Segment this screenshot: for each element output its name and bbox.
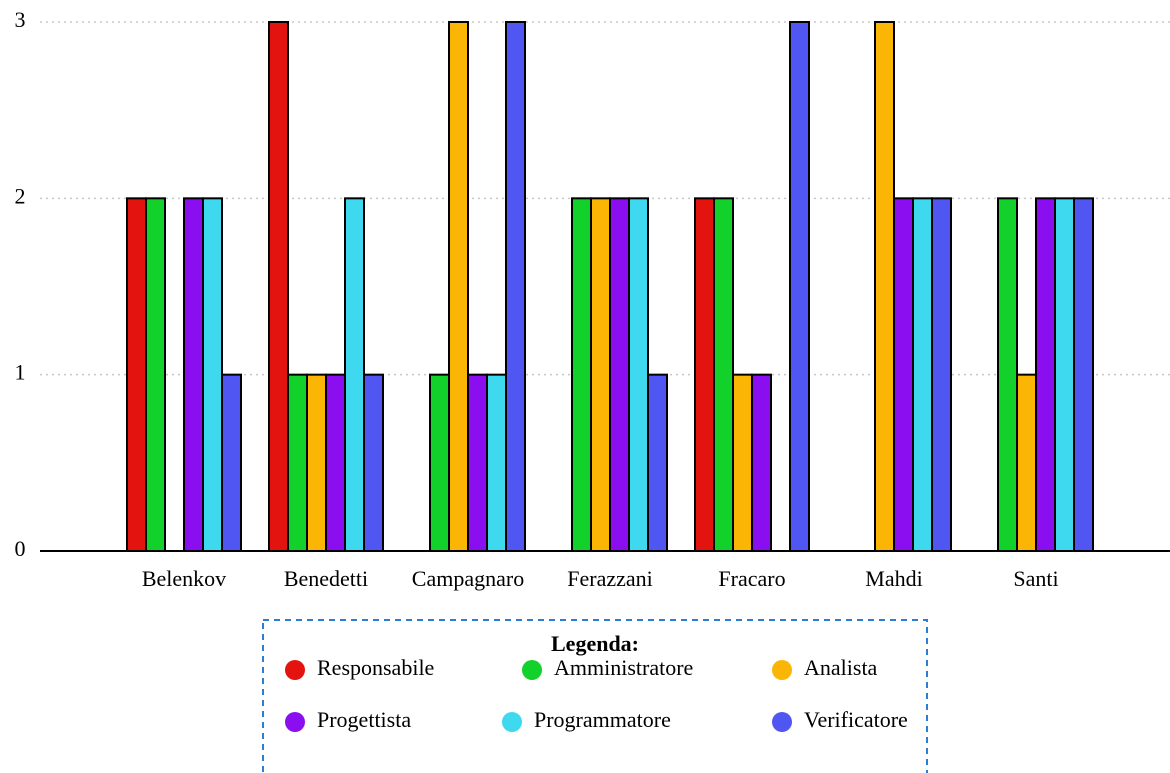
bar [145,197,166,552]
legend-label: Verificatore [804,707,908,732]
bar [590,197,611,552]
bar [997,197,1018,552]
bar [268,21,289,552]
bar [505,21,526,552]
bar [628,197,649,552]
legend-label: Analista [804,655,878,680]
y-tick-label: 1 [15,360,26,385]
bar [1073,197,1094,552]
bar [448,21,469,552]
bar [344,197,365,552]
bar [912,197,933,552]
legend-label: Responsabile [317,655,434,680]
y-tick-label: 3 [15,7,26,32]
bar [571,197,592,552]
x-tick-label: Ferazzani [567,566,653,591]
bar [183,197,204,552]
bar [1016,373,1037,552]
legend-label: Amministratore [554,655,693,680]
legend-marker [285,712,305,732]
legend-label: Progettista [317,707,411,732]
bar [287,373,308,552]
legend-marker [285,660,305,680]
x-tick-label: Benedetti [284,566,368,591]
x-tick-label: Fracaro [718,566,785,591]
bar [486,373,507,552]
bar [306,373,327,552]
bar [363,373,384,552]
legend-marker [772,660,792,680]
bar [893,197,914,552]
bar [126,197,147,552]
bar [874,21,895,552]
y-tick-label: 2 [15,183,26,208]
y-tick-label: 0 [15,536,26,561]
bar [1035,197,1056,552]
legend-marker [502,712,522,732]
x-tick-label: Mahdi [865,566,922,591]
bar [751,373,772,552]
bar [609,197,630,552]
legend-marker [522,660,542,680]
x-tick-label: Campagnaro [412,566,524,591]
bar [221,373,242,552]
legend-marker [772,712,792,732]
bar [789,21,810,552]
legend-title: Legenda: [551,631,639,656]
legend-box [262,619,928,773]
bar [202,197,223,552]
x-tick-label: Santi [1013,566,1058,591]
bar [429,373,450,552]
bar [325,373,346,552]
legend-label: Programmatore [534,707,671,732]
bar [694,197,715,552]
bar [732,373,753,552]
bar [931,197,952,552]
bar [1054,197,1075,552]
x-tick-label: Belenkov [142,566,226,591]
bar [467,373,488,552]
bar [647,373,668,552]
bar [713,197,734,552]
